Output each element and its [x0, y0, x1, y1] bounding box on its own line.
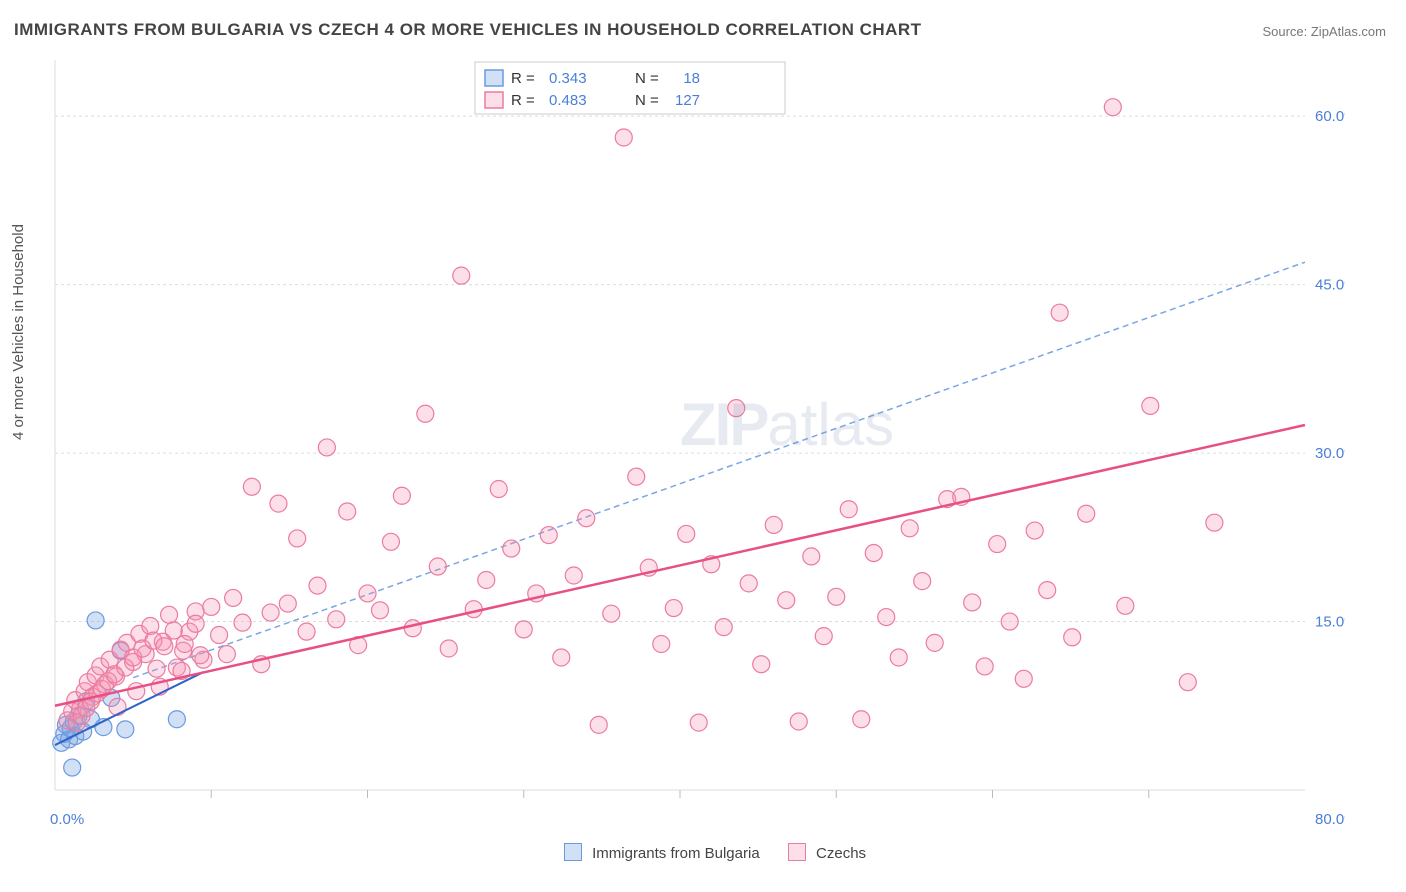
source-name: ZipAtlas.com [1311, 24, 1386, 39]
svg-text:15.0%: 15.0% [1315, 614, 1345, 631]
svg-text:18: 18 [675, 70, 700, 87]
legend-swatch-czechs [788, 843, 806, 861]
bottom-legend: Immigrants from Bulgaria Czechs [0, 843, 1406, 862]
svg-text:0.0%: 0.0% [50, 811, 84, 828]
svg-text:60.0%: 60.0% [1315, 108, 1345, 125]
svg-text:R =: R = [511, 92, 535, 109]
svg-text:N =: N = [635, 92, 659, 109]
svg-text:N =: N = [635, 70, 659, 87]
legend-swatch-bulgaria [564, 843, 582, 861]
legend-label-bulgaria: Immigrants from Bulgaria [592, 845, 760, 862]
svg-text:0.483: 0.483 [549, 92, 587, 109]
scatter-chart: 15.0% 30.0% 45.0% 60.0% 0.0% 80.0% R = 0.343 N … [45, 50, 1345, 830]
svg-text:45.0%: 45.0% [1315, 277, 1345, 294]
chart-title: IMMIGRANTS FROM BULGARIA VS CZECH 4 OR M… [14, 20, 922, 40]
source-attribution: Source: ZipAtlas.com [1262, 24, 1386, 39]
svg-text:127: 127 [675, 92, 700, 109]
source-prefix: Source: [1262, 24, 1310, 39]
svg-text:R =: R = [511, 70, 535, 87]
svg-text:80.0%: 80.0% [1315, 811, 1345, 828]
svg-text:30.0%: 30.0% [1315, 445, 1345, 462]
legend-label-czechs: Czechs [816, 845, 866, 862]
y-axis-label: 4 or more Vehicles in Household [10, 224, 27, 440]
svg-text:0.343: 0.343 [549, 70, 587, 87]
